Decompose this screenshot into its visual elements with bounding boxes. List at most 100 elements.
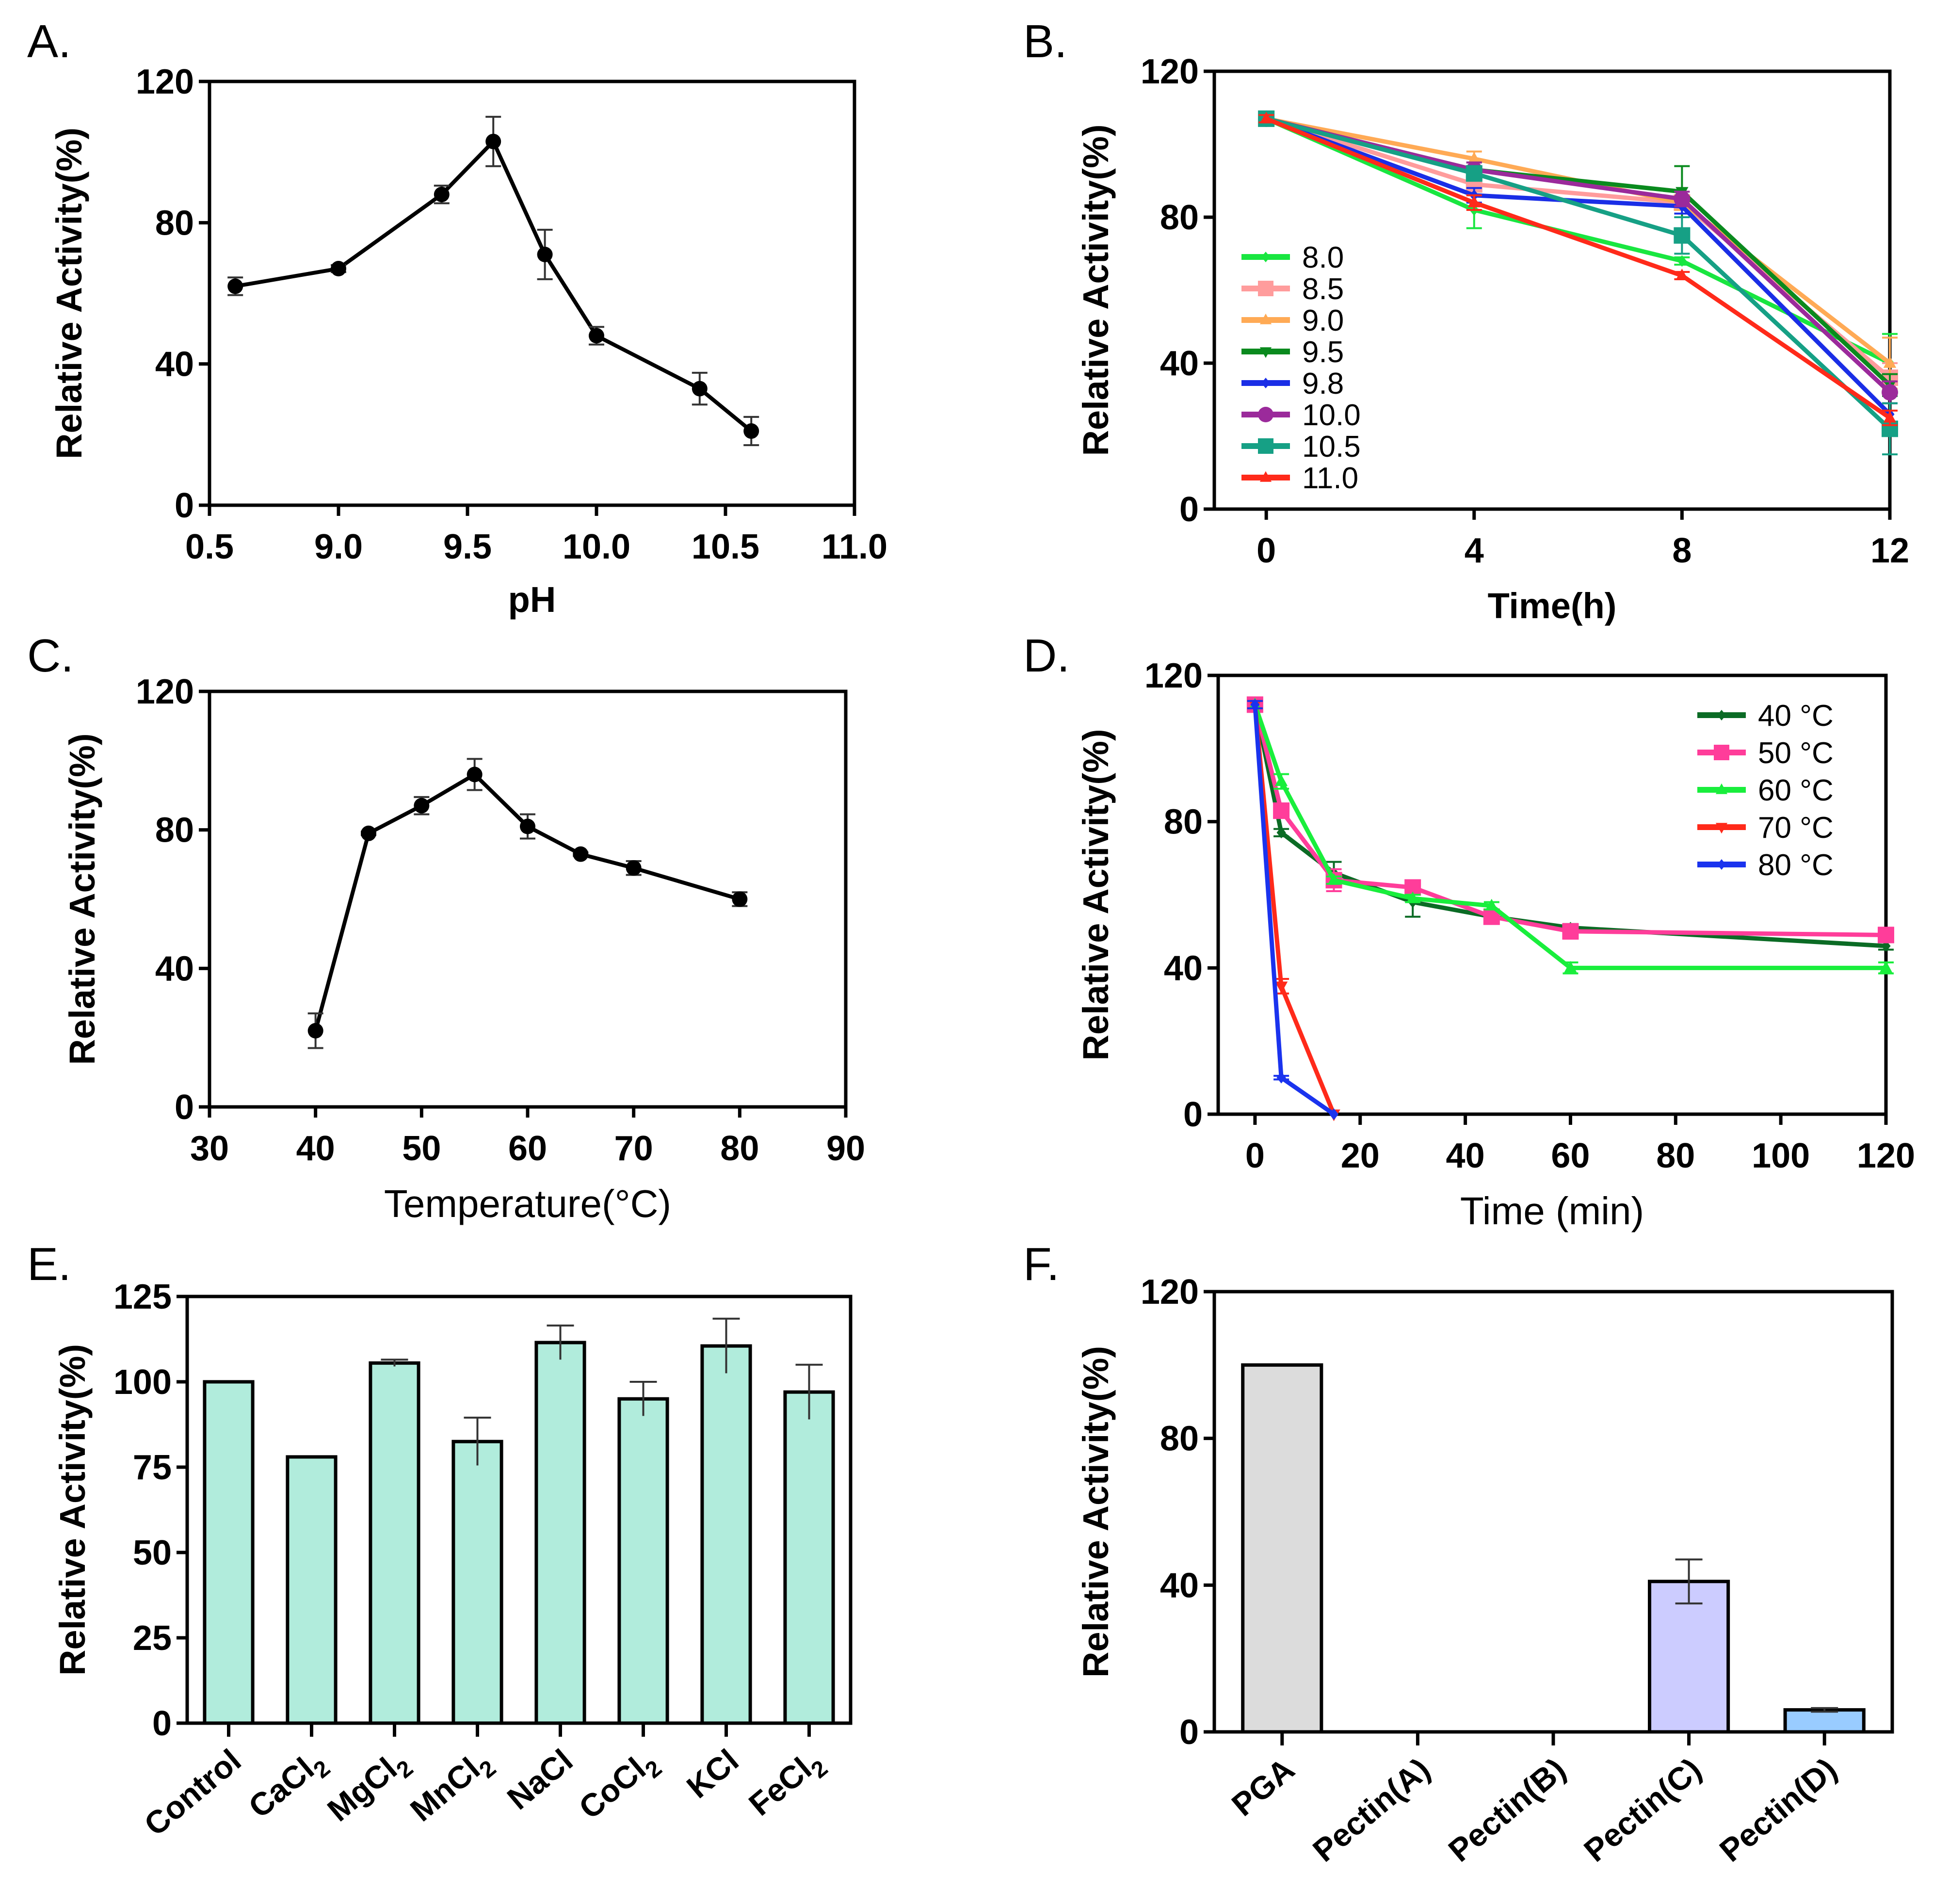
category-name: CoCl <box>572 1750 653 1826</box>
x-tick-label: 30 <box>190 1129 229 1168</box>
x-tick-label: 8 <box>1672 531 1691 570</box>
data-point <box>331 261 346 277</box>
data-point <box>1274 981 1288 993</box>
y-tick-label: 120 <box>136 63 194 101</box>
x-tick-label: KCl <box>680 1742 745 1805</box>
data-point <box>1883 411 1897 423</box>
legend-label: 11.0 <box>1302 462 1358 495</box>
x-axis-title: Time(h) <box>1488 586 1617 626</box>
legend-marker <box>1261 252 1270 262</box>
x-tick-label: NaCl <box>500 1742 580 1816</box>
plot-frame <box>185 1295 853 1725</box>
data-point <box>520 818 535 834</box>
category-name: KCl <box>680 1742 745 1805</box>
y-tick-label: 0 <box>175 1088 194 1127</box>
panel-label: F. <box>1023 1238 1060 1290</box>
data-point <box>1274 774 1288 786</box>
data-point <box>1327 873 1340 885</box>
legend-item: 9.8 <box>1241 367 1344 400</box>
legend-marker <box>1717 859 1726 870</box>
y-axis-title: Relative Activity(%) <box>49 128 89 459</box>
x-tick-label: MgCl2 <box>321 1742 418 1834</box>
legend-label: 40 °C <box>1758 699 1834 733</box>
y-tick-label: 0 <box>152 1704 172 1743</box>
data-point <box>573 846 589 862</box>
x-tick-label: 12 <box>1870 531 1909 570</box>
bar <box>203 1380 255 1725</box>
series-Relative-Activity <box>227 115 759 447</box>
data-point <box>1883 356 1897 368</box>
x-axis-title: Time (min) <box>1460 1189 1644 1232</box>
y-tick-label: 80 <box>1160 198 1199 237</box>
y-axis-title: Relative Activity(%) <box>1076 1346 1116 1678</box>
legend-item: 10.0 <box>1241 399 1361 432</box>
data-point <box>1677 255 1687 267</box>
series-80-C <box>1247 699 1339 1120</box>
y-tick-label: 80 <box>155 811 194 850</box>
data-point <box>1564 960 1577 973</box>
panel-b: B. 0 40 80 120 Relative Activity(%) 0 4 8 12 Time(… <box>1023 16 1909 626</box>
legend-marker <box>1715 783 1728 794</box>
legend-item: 11.0 <box>1241 462 1358 495</box>
plot-frame <box>208 689 848 1109</box>
x-tick-label: 80 <box>1656 1136 1695 1175</box>
legend-label: 9.0 <box>1302 304 1344 337</box>
legend-item: 50 °C <box>1697 736 1834 770</box>
y-tick-label: 40 <box>155 949 194 988</box>
panel-label: C. <box>27 630 74 682</box>
bar <box>369 1361 420 1725</box>
data-point <box>1467 152 1481 164</box>
bar-group: PGA <box>1225 1363 1323 1823</box>
series-11-0 <box>1258 112 1898 426</box>
category-name: MgCl <box>321 1750 403 1828</box>
x-tick-label: 0 <box>1245 1136 1265 1175</box>
x-tick-label: 9.5 <box>443 528 492 566</box>
data-point <box>1250 699 1260 711</box>
bar-group: Pectin(A) <box>1306 1732 1436 1869</box>
data-point <box>1878 927 1894 944</box>
category-name: Control <box>137 1742 247 1842</box>
bar <box>1783 1708 1866 1734</box>
x-tick-label: FeCl2 <box>742 1742 833 1828</box>
x-tick-label: 9.0 <box>314 528 363 566</box>
y-tick-label: 120 <box>1141 52 1199 91</box>
x-tick-label: CaCl2 <box>242 1742 335 1830</box>
x-tick-label: Pectin(C) <box>1577 1751 1707 1869</box>
legend-label: 9.5 <box>1302 336 1344 369</box>
x-tick-label: 60 <box>1551 1136 1590 1175</box>
y-axis-title: Relative Activity(%) <box>1076 124 1116 456</box>
data-point <box>307 1023 323 1039</box>
legend-marker <box>1717 710 1726 720</box>
series-line <box>1265 116 1891 420</box>
legend-marker <box>1258 281 1273 296</box>
data-point <box>1674 227 1691 244</box>
x-tick-label: 90 <box>826 1129 865 1168</box>
legend-label: 8.5 <box>1302 272 1344 306</box>
y-axis-title: Relative Activity(%) <box>52 1344 93 1676</box>
x-tick-label: 0 <box>1256 531 1276 570</box>
bar <box>534 1341 586 1725</box>
plot-frame <box>208 80 856 507</box>
data-point <box>1882 384 1898 401</box>
x-tick-label: 20 <box>1341 1136 1380 1175</box>
bar <box>286 1455 338 1725</box>
data-point <box>1674 191 1691 208</box>
y-tick-label: 75 <box>133 1448 172 1487</box>
bar-group: Pectin(C) <box>1577 1558 1730 1869</box>
category-name: Pectin(C) <box>1577 1751 1707 1869</box>
legend-marker <box>1259 313 1272 324</box>
data-point <box>626 860 642 876</box>
data-point <box>1562 923 1579 940</box>
series-10-5 <box>1258 110 1898 456</box>
legend-item: 10.5 <box>1241 430 1361 464</box>
legend-item: 70 °C <box>1697 811 1834 845</box>
data-point <box>361 825 376 841</box>
data-point <box>467 767 483 783</box>
plot-frame <box>1212 69 1892 511</box>
x-tick-label: Pectin(A) <box>1306 1751 1436 1869</box>
data-point <box>1466 165 1482 182</box>
y-tick-label: 80 <box>155 204 194 242</box>
panel-d: D. 0 40 80 120 Relative Activity(%) 0 20 40 60 80 1… <box>1023 630 1915 1232</box>
x-tick-label: 10.5 <box>692 528 759 566</box>
